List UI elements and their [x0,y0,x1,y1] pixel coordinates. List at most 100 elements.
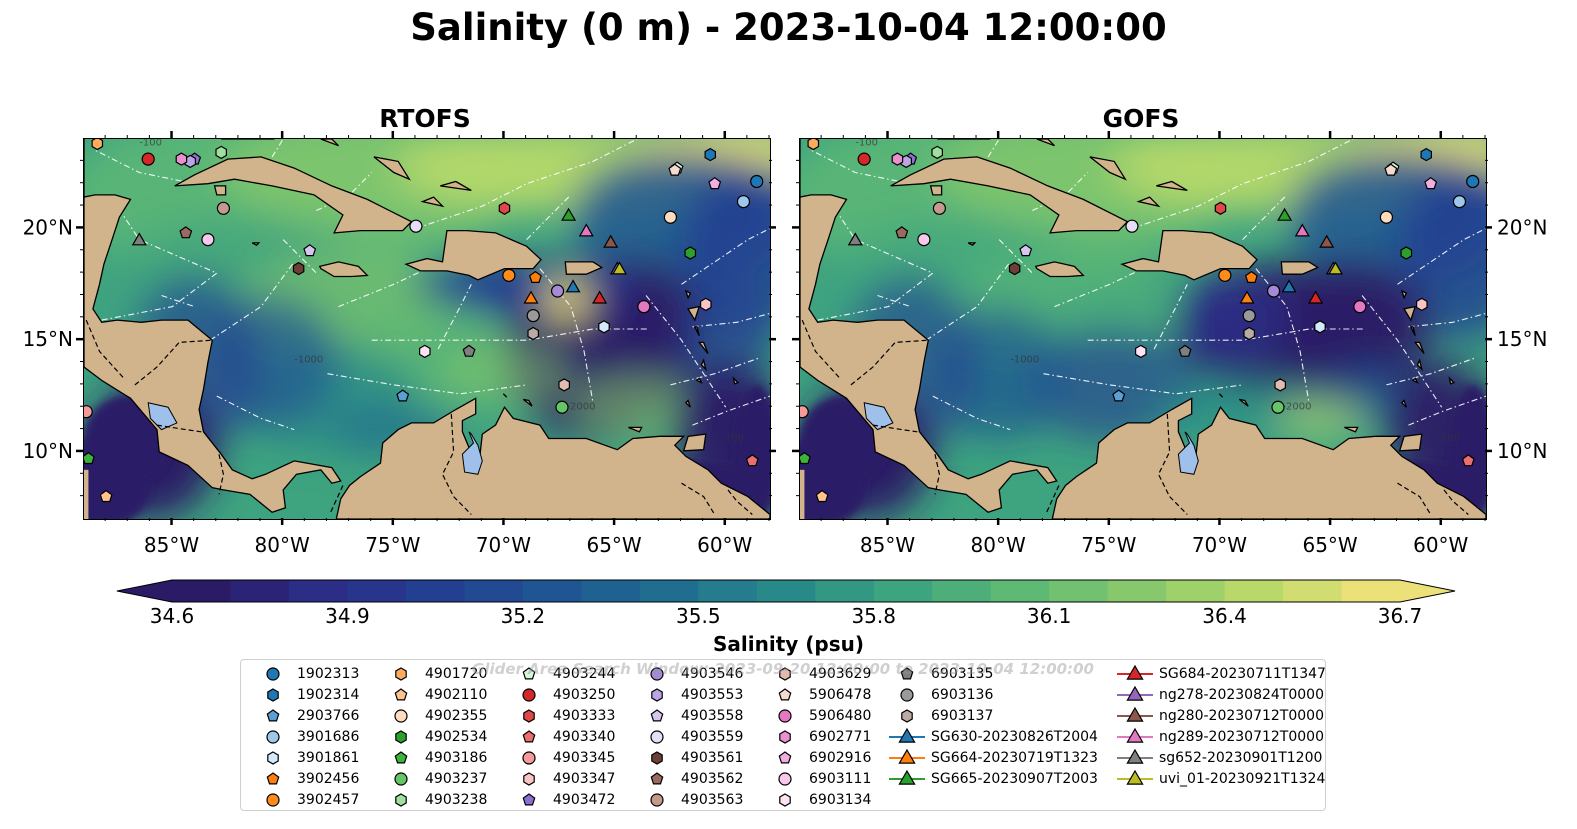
land-jamaica [318,261,369,278]
legend-marker-icon [778,751,792,764]
legend-marker-icon [650,772,664,785]
bathymetry-label: -2000 [566,401,595,412]
legend-marker-icon [266,793,280,807]
legend-label: SG664-20230719T1323 [931,750,1098,766]
colorbar-bin [932,580,992,602]
legend-marker-icon [650,793,664,807]
marker-6903134 [419,344,431,359]
salinity-map-gofs-svg: -100 -1000 -2000 -100 [800,139,1486,519]
land-centralam [84,139,342,514]
country-border [1397,482,1432,515]
legend-marker-icon [889,727,925,743]
legend-label: SG684-20230711T1347 [1159,666,1326,682]
legend-marker-icon [900,688,914,702]
legend-hexagon-icon [395,667,407,681]
marker-1902314 [1420,147,1433,162]
country-border [727,489,753,515]
legend-label: ng278-20230824T0000 [1159,687,1324,703]
marker-5906480 [1353,300,1367,314]
legend-marker-icon [394,772,408,786]
legend-pentagon-icon [394,751,408,764]
lon-tick-label: 60°W [1413,533,1468,557]
colorbar-tick-label: 36.4 [1202,604,1247,628]
land-bahamas3 [420,196,445,208]
lat-tick-label: 10°N [1497,439,1547,463]
land-lesser5 [700,358,707,372]
legend-pentagon-icon [394,688,408,701]
colorbar-bin [815,580,875,602]
legend-triangle-icon [898,748,916,764]
legend-marker-icon [651,688,663,702]
land-lesser1 [684,289,692,300]
marker-3901861 [598,320,610,334]
marker-6903111 [201,232,215,247]
marker-4903546 [1266,284,1281,298]
colorbar-bin [405,580,465,602]
marker-1902314 [704,147,717,162]
marker-3901686 [736,194,751,209]
land-bahamas2 [1089,156,1127,181]
land-lesser2 [687,305,701,322]
legend-marker-icon [778,709,792,723]
legend-pentagon-icon [778,688,792,701]
legend-label: 6903135 [931,666,994,682]
legend-marker-icon [395,793,407,807]
eez-boundaries [810,139,1486,431]
marker-SG684-20230711T1347 [592,290,608,304]
colorbar-bin [1049,580,1109,602]
marker-4903558 [303,244,317,257]
legend-label: 4903244 [553,666,616,682]
legend-label: sg652-20230901T1200 [1159,750,1323,766]
legend-label: 6903136 [931,687,994,703]
legend-marker-icon [523,709,535,723]
legend-marker-icon [266,667,280,681]
colorbar-tick-label: 36.1 [1026,604,1072,628]
legend-label: 3901861 [297,750,360,766]
legend-marker-icon [522,688,536,702]
land-cayman [967,242,977,247]
colorbar-bin [1166,580,1226,602]
marker-4903629 [558,378,570,392]
marker-3902456 [1244,270,1258,283]
legend-label: 4903238 [425,792,488,808]
legend-label: ng289-20230712T0000 [1159,729,1324,745]
marker-4903250 [857,152,871,166]
marker-uvi_01-20230921T1324 [611,261,628,275]
legend-hexagon-icon [651,751,663,765]
legend-triangle-icon [898,727,916,743]
land-southam [335,397,770,519]
legend-label: 4903186 [425,750,488,766]
land-bahamas1 [320,139,339,147]
lake-nicaragua [147,402,178,431]
marker-sg652-20230901T1200 [847,232,863,246]
legend-label: 6903111 [809,771,872,787]
observation-markers [800,139,1480,503]
marker-4903347 [1415,297,1428,312]
legend-circle-icon [778,772,792,786]
legend-circle-icon [522,688,536,702]
legend-triangle-icon [1126,685,1144,701]
marker-4902534 [1400,246,1413,260]
legend-label: 1902314 [297,687,360,703]
colorbar-tick-label: 35.2 [500,604,546,628]
legend-pentagon-icon [650,772,664,785]
salinity-map-gofs: -100 -1000 -2000 -100 [799,138,1487,520]
lon-tick-label: 85°W [144,533,199,557]
legend-marker-icon [394,751,408,764]
legend-hexagon-icon [523,709,535,723]
marker-3901861 [1314,320,1326,334]
legend-circle-icon [266,793,280,807]
legend-marker-icon [522,667,536,680]
colorbar-bin [698,580,758,602]
legend-marker-icon [267,688,279,702]
land-southam [1051,397,1486,519]
legend-label: 4903558 [681,708,744,724]
legend-circle-icon [778,709,792,723]
land-bahamas2 [373,156,411,181]
land-lesser7 [1400,399,1407,408]
lake-maracaibo [1177,431,1199,475]
legend-circle-icon [650,667,664,681]
land-bahamas4 [1156,180,1188,192]
marker-4903563 [216,201,231,215]
lake-maracaibo [461,431,483,475]
